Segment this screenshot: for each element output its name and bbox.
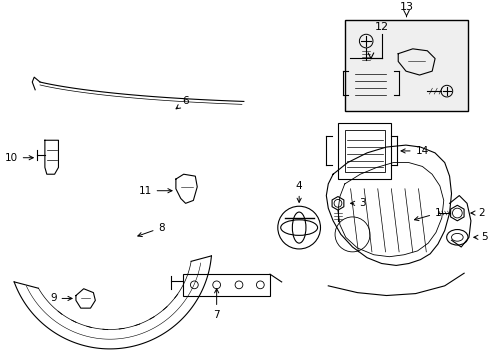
Bar bbox=[344, 20, 468, 111]
Text: 13: 13 bbox=[399, 2, 413, 12]
Bar bbox=[344, 130, 384, 172]
Text: 6: 6 bbox=[176, 96, 189, 109]
Text: 10: 10 bbox=[4, 153, 33, 163]
Text: 11: 11 bbox=[138, 186, 172, 196]
Text: 9: 9 bbox=[50, 293, 72, 303]
Text: 14: 14 bbox=[400, 146, 428, 156]
Text: 8: 8 bbox=[138, 222, 165, 237]
Text: 1: 1 bbox=[414, 208, 441, 221]
Text: 12: 12 bbox=[374, 22, 388, 32]
Text: 5: 5 bbox=[473, 232, 487, 242]
Bar bbox=[353, 66, 387, 100]
Text: 4: 4 bbox=[295, 181, 302, 202]
Bar bbox=[347, 60, 393, 106]
Text: 2: 2 bbox=[470, 208, 484, 218]
Text: 7: 7 bbox=[213, 289, 220, 320]
Bar bbox=[183, 274, 269, 296]
Text: 3: 3 bbox=[350, 198, 365, 208]
Bar bbox=[337, 123, 390, 179]
